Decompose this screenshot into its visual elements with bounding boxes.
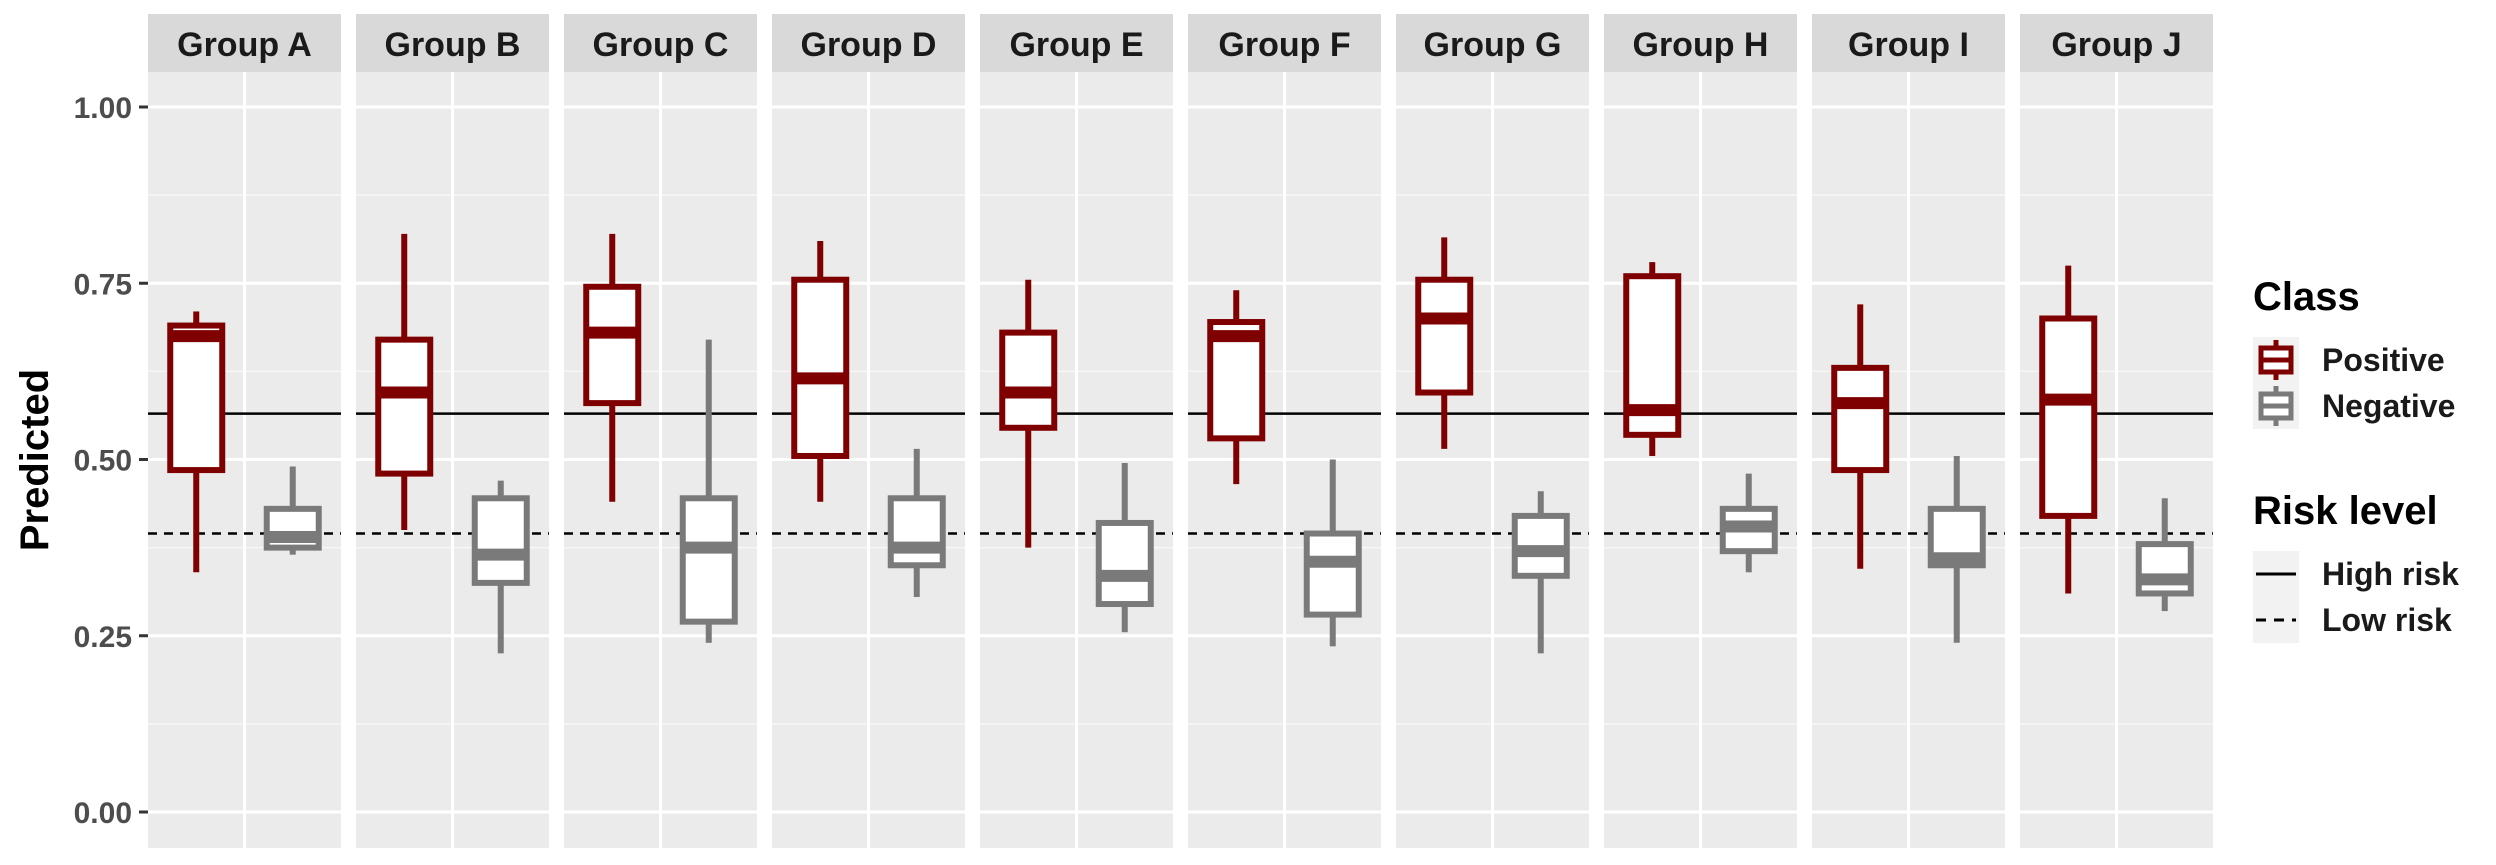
positive-box <box>167 311 226 573</box>
box-iqr <box>583 283 642 407</box>
negative-box <box>679 339 738 643</box>
negative-box <box>1095 463 1154 633</box>
y-tick-label: 0.25 <box>74 621 132 654</box>
legend-key-negative: Negative <box>2253 383 2455 429</box>
facet-strip <box>2020 14 2213 72</box>
y-tick-label: 1.00 <box>74 92 132 125</box>
box-iqr <box>1831 364 1890 474</box>
y-axis-title: Predicted <box>13 369 57 551</box>
box-iqr <box>1095 519 1154 608</box>
y-axis: 0.00 0.25 0.50 0.75 1.00 <box>74 92 148 830</box>
negative-box <box>887 448 946 597</box>
negative-box <box>471 480 530 654</box>
positive-box <box>583 233 642 502</box>
facet-panel: Group E <box>980 14 1173 848</box>
facet-strip-label: Group H <box>1633 26 1769 64</box>
legend-label-positive: Positive <box>2322 342 2445 378</box>
box-iqr <box>167 322 226 474</box>
negative-box <box>1927 455 1986 643</box>
negative-box <box>263 466 322 555</box>
risk-legend-items: High risk Low risk <box>2253 551 2459 643</box>
facet-strip-label: Group G <box>1424 26 1562 64</box>
legend: Class Positive Negative Risk level High r… <box>2253 275 2459 643</box>
legend-key-positive: Positive <box>2253 337 2445 383</box>
facet-panel: Group H <box>1604 14 1797 848</box>
facet-strip-label: Group J <box>2051 26 2181 64</box>
negative-box <box>1303 459 1362 647</box>
box-iqr <box>791 276 850 459</box>
facet-strip-label: Group I <box>1848 26 1969 64</box>
box-iqr <box>2135 541 2194 597</box>
negative-box <box>2135 498 2194 612</box>
legend-label-risk: High risk <box>2322 556 2459 592</box>
y-tick-label: 0.75 <box>74 268 132 301</box>
legend-key-low-risk: Low risk <box>2253 597 2452 643</box>
facet-strip-label: Group A <box>177 26 312 64</box>
box-iqr <box>2039 315 2098 519</box>
facet-strip-label: Group B <box>385 26 521 64</box>
facet-panel: Group B <box>356 14 549 848</box>
box-iqr <box>375 336 434 477</box>
box-iqr <box>887 495 946 569</box>
positive-box <box>1831 304 1890 569</box>
facet-strip <box>980 14 1173 72</box>
facet-strip <box>564 14 757 72</box>
legend-label-negative: Negative <box>2322 388 2455 424</box>
positive-box <box>791 240 850 502</box>
positive-box <box>2039 265 2098 594</box>
facet-panel: Group C <box>564 14 757 848</box>
facet-panel: Group A <box>148 14 341 848</box>
facet-strip-label: Group C <box>593 26 729 64</box>
negative-box <box>1719 473 1778 573</box>
facet-strip <box>1188 14 1381 72</box>
facet-panel: Group D <box>772 14 965 848</box>
positive-box <box>999 279 1058 548</box>
facet-panel: Group J <box>2020 14 2213 848</box>
facet-strip-label: Group D <box>801 26 937 64</box>
facet-strip <box>148 14 341 72</box>
facet-strip <box>1396 14 1589 72</box>
box-iqr <box>679 495 738 625</box>
facet-panel: Group I <box>1812 14 2005 848</box>
facet-strip <box>772 14 965 72</box>
y-tick-label: 0.50 <box>74 445 132 478</box>
class-legend-items: Positive Negative <box>2253 337 2455 429</box>
facet-panels: Group A Group B Group C Group D Group E Group… <box>148 14 2213 848</box>
negative-box <box>1511 491 1570 654</box>
positive-box <box>1415 237 1474 449</box>
facet-strip <box>1604 14 1797 72</box>
facet-strip <box>1812 14 2005 72</box>
y-tick-label: 0.00 <box>74 797 132 830</box>
facet-strip-label: Group F <box>1218 26 1350 64</box>
facet-panel: Group F <box>1188 14 1381 848</box>
facet-panel: Group G <box>1396 14 1589 848</box>
box-iqr <box>999 329 1058 431</box>
box-iqr <box>471 495 530 586</box>
facet-strip <box>356 14 549 72</box>
box-iqr <box>1415 276 1474 396</box>
positive-box <box>1207 290 1266 485</box>
positive-box <box>375 233 434 530</box>
risk-legend-title: Risk level <box>2253 489 2438 533</box>
class-legend-title: Class <box>2253 275 2360 319</box>
legend-label-risk: Low risk <box>2322 602 2452 638</box>
facet-strip-label: Group E <box>1009 26 1143 64</box>
box-iqr <box>1303 530 1362 618</box>
positive-box <box>1623 262 1682 456</box>
legend-key-high-risk: High risk <box>2253 551 2459 597</box>
